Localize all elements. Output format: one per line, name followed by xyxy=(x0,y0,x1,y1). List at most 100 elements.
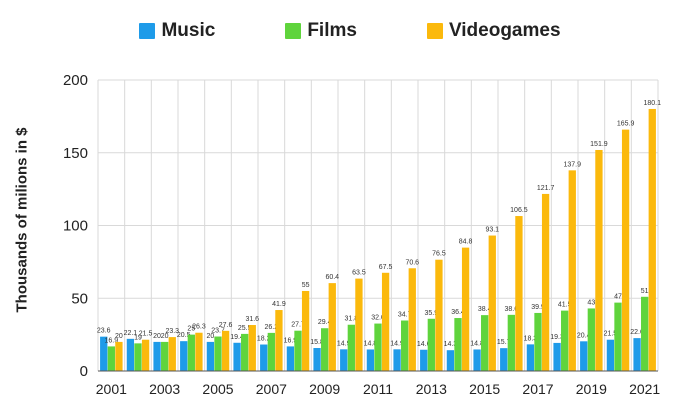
bar-films-2007 xyxy=(267,332,275,371)
legend-item-films: Films xyxy=(285,20,357,42)
data-label-films-2016: 38.6 xyxy=(505,306,519,313)
bar-films-2009 xyxy=(321,328,329,371)
bar-videogames-2013 xyxy=(435,259,443,371)
data-label-films-2003: 20 xyxy=(161,333,169,340)
data-label-music-2008: 16.9 xyxy=(284,337,298,344)
x-tick-label: 2015 xyxy=(469,381,500,397)
bar-films-2011 xyxy=(374,323,382,371)
x-tick-label: 2011 xyxy=(363,381,393,397)
bar-videogames-2007 xyxy=(275,310,283,371)
data-label-music-2019: 20.4 xyxy=(577,332,591,339)
legend: Music Films Videogames xyxy=(0,20,700,42)
data-label-music-2005: 20 xyxy=(207,333,215,340)
data-label-films-2021: 51 xyxy=(641,288,649,295)
y-tick-label: 0 xyxy=(80,363,88,380)
bar-videogames-2019 xyxy=(595,149,603,371)
bar-films-2004 xyxy=(187,334,195,371)
data-label-videogames-2016: 106.5 xyxy=(510,207,528,214)
bar-music-2011 xyxy=(366,349,375,371)
x-tick-label: 2003 xyxy=(149,381,180,397)
x-tick-label: 2007 xyxy=(256,381,287,397)
data-label-music-2003: 20 xyxy=(153,333,161,340)
bar-films-2019 xyxy=(587,308,595,371)
x-tick-label: 2019 xyxy=(576,381,607,397)
bar-music-2014 xyxy=(446,350,455,371)
data-label-music-2010: 14.9 xyxy=(337,340,351,347)
data-label-music-2015: 14.8 xyxy=(470,340,484,347)
data-label-films-2012: 34.7 xyxy=(398,312,412,319)
bar-videogames-2001 xyxy=(115,341,123,371)
data-label-music-2020: 21.5 xyxy=(604,331,618,338)
bar-music-2019 xyxy=(580,341,588,371)
data-label-music-2017: 18.3 xyxy=(524,335,538,342)
data-label-music-2009: 15.8 xyxy=(310,339,324,346)
bar-videogames-2005 xyxy=(221,330,230,371)
data-label-films-2002: 19 xyxy=(134,334,142,341)
bar-music-2007 xyxy=(260,344,268,371)
data-label-music-2011: 14.8 xyxy=(364,340,378,347)
data-label-videogames-2008: 55 xyxy=(302,282,310,289)
data-label-videogames-2011: 67.5 xyxy=(379,264,393,271)
y-tick-label: 200 xyxy=(63,72,88,89)
bar-videogames-2008 xyxy=(301,290,310,371)
bar-videogames-2015 xyxy=(488,235,496,371)
x-tick-label: 2009 xyxy=(309,381,340,397)
data-label-films-2004: 25 xyxy=(187,326,195,333)
bar-videogames-2002 xyxy=(141,339,150,371)
bar-films-2002 xyxy=(134,343,142,371)
x-tick-label: 2021 xyxy=(629,381,660,397)
data-label-films-2020: 47 xyxy=(614,294,622,301)
legend-label-music: Music xyxy=(161,20,216,41)
bar-music-2008 xyxy=(286,346,295,371)
bar-videogames-2009 xyxy=(328,283,336,371)
bar-music-2002 xyxy=(126,338,135,371)
bar-music-2017 xyxy=(526,344,535,371)
bar-films-2017 xyxy=(534,312,542,371)
bar-videogames-2011 xyxy=(381,272,390,371)
data-label-music-2016: 15.7 xyxy=(497,339,511,346)
bar-films-2010 xyxy=(347,324,355,371)
y-tick-label: 100 xyxy=(63,218,88,235)
legend-swatch-music xyxy=(139,23,156,39)
bar-films-2008 xyxy=(294,330,302,371)
data-label-films-2009: 29.4 xyxy=(318,319,332,326)
x-tick-label: 2017 xyxy=(522,381,553,397)
x-tick-label: 2005 xyxy=(202,381,233,397)
bar-music-2009 xyxy=(313,348,321,371)
data-label-films-2013: 35.9 xyxy=(425,310,439,317)
y-tick-label: 50 xyxy=(71,290,88,307)
data-label-music-2004: 20.5 xyxy=(177,332,191,339)
data-label-videogames-2020: 165.9 xyxy=(617,121,635,128)
bar-music-2012 xyxy=(393,349,401,371)
data-label-videogames-2002: 21.5 xyxy=(139,331,153,338)
bar-videogames-2018 xyxy=(568,170,576,371)
data-label-music-2018: 19.3 xyxy=(550,334,564,341)
data-label-videogames-2004: 26.3 xyxy=(192,324,206,331)
bar-films-2014 xyxy=(454,318,462,371)
data-label-videogames-2007: 41.9 xyxy=(272,301,286,308)
legend-label-videogames: Videogames xyxy=(448,20,561,41)
bar-videogames-2010 xyxy=(355,278,363,371)
bar-videogames-2004 xyxy=(195,332,203,371)
bar-music-2013 xyxy=(420,349,428,371)
data-label-music-2001: 23.6 xyxy=(97,328,111,335)
data-label-videogames-2001: 20 xyxy=(115,333,123,340)
y-tick-label: 150 xyxy=(63,145,88,162)
bar-music-2015 xyxy=(473,349,481,371)
bar-music-2005 xyxy=(206,341,215,371)
bar-videogames-2012 xyxy=(408,268,416,371)
data-label-music-2013: 14.6 xyxy=(417,341,431,348)
data-label-videogames-2019: 151.9 xyxy=(590,141,608,148)
bar-videogames-2021 xyxy=(648,108,656,371)
data-label-films-2017: 39.9 xyxy=(531,304,545,311)
data-label-videogames-2012: 70.6 xyxy=(405,259,419,266)
data-label-videogames-2018: 137.9 xyxy=(564,161,582,168)
bar-films-2018 xyxy=(561,310,569,371)
data-label-videogames-2014: 84.8 xyxy=(459,239,473,246)
data-label-films-2018: 41.5 xyxy=(558,302,572,309)
data-label-films-2005: 23.7 xyxy=(211,328,225,335)
bar-music-2010 xyxy=(340,349,348,371)
bar-music-2016 xyxy=(500,348,508,371)
data-label-music-2002: 22.1 xyxy=(124,330,138,337)
